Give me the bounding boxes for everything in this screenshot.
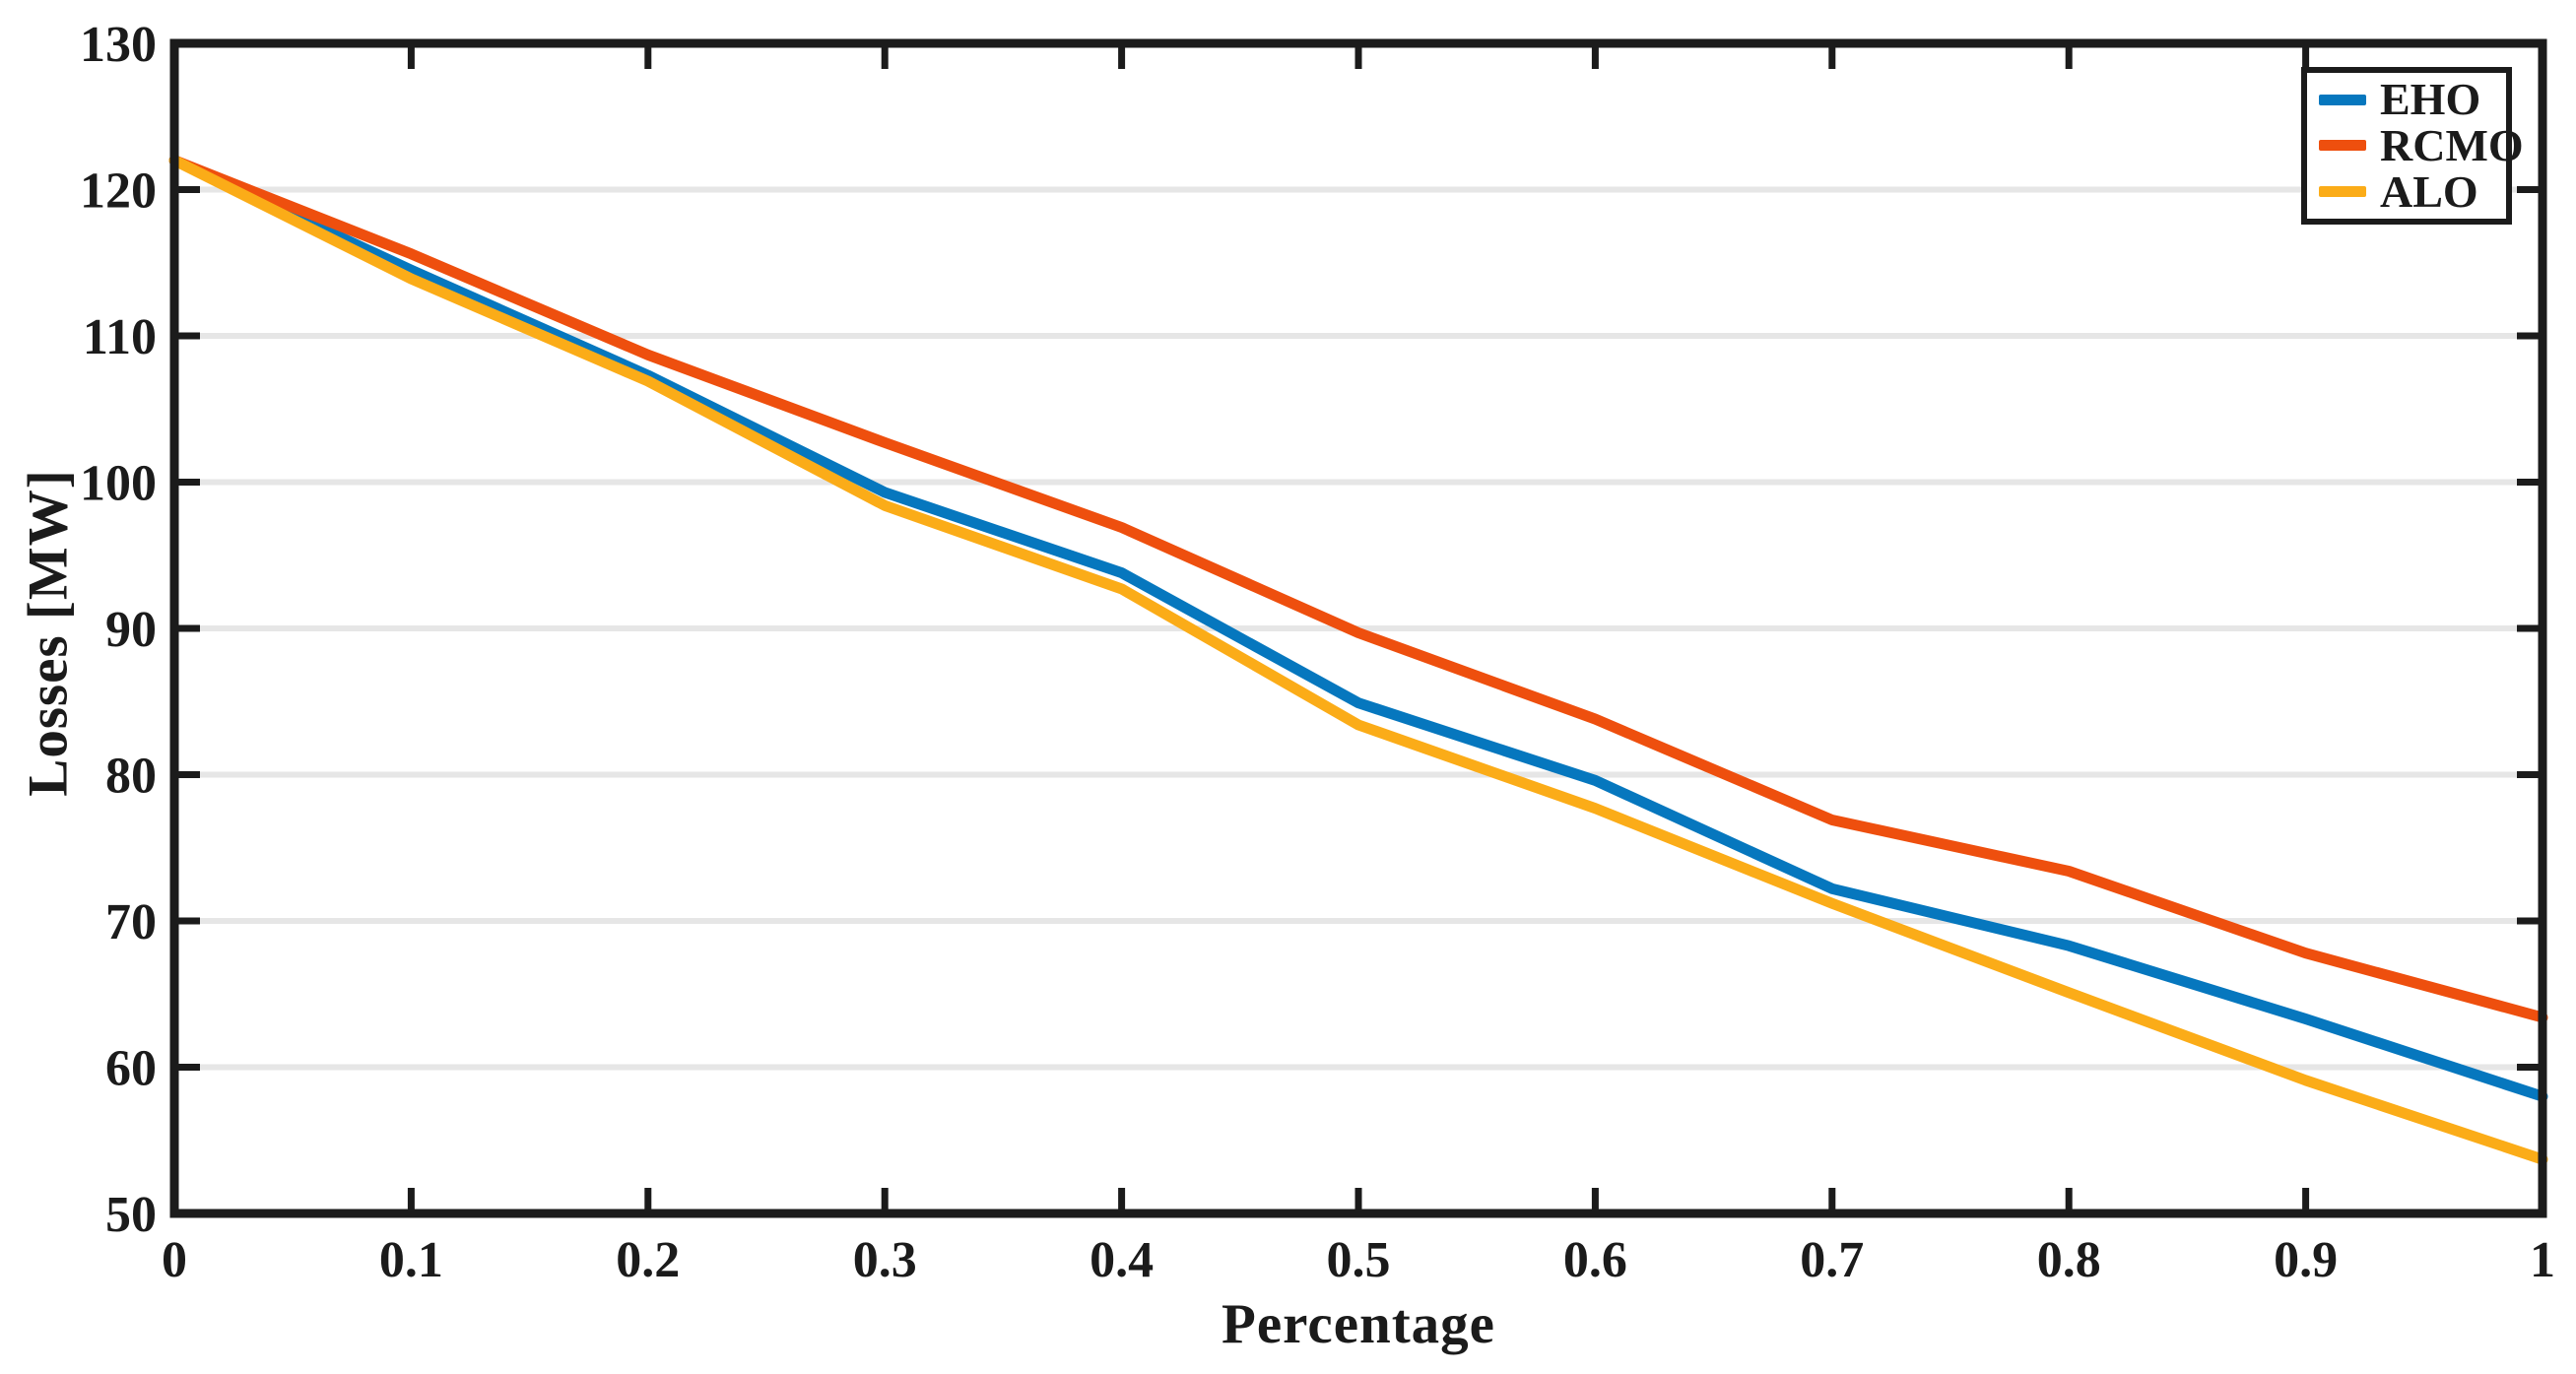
y-tick-label: 130 xyxy=(80,17,157,73)
x-tick-label: 0.7 xyxy=(1800,1232,1864,1288)
legend-label-alo: ALO xyxy=(2380,165,2478,217)
x-tick-label: 0.6 xyxy=(1563,1232,1627,1288)
y-tick-label: 120 xyxy=(80,164,157,220)
x-tick-label: 0.9 xyxy=(2274,1232,2338,1288)
y-axis-label: Losses [MW] xyxy=(17,469,80,797)
legend-line-swatch-eho xyxy=(2319,94,2366,105)
series-line-alo xyxy=(168,155,2548,1165)
x-tick-label: 0.5 xyxy=(1327,1232,1391,1288)
legend-item-alo: ALO xyxy=(2319,165,2496,217)
series-line-rcmo xyxy=(168,155,2548,1023)
legend-line-swatch-alo xyxy=(2319,186,2366,198)
y-tick-label: 100 xyxy=(80,456,157,512)
legend-line-swatch-rcmo xyxy=(2319,140,2366,152)
x-axis-label: Percentage xyxy=(1222,1293,1495,1355)
y-tick-label: 50 xyxy=(105,1187,157,1243)
axes-box xyxy=(169,38,2547,1218)
legend-item-eho: EHO xyxy=(2319,77,2496,122)
legend-label-eho: EHO xyxy=(2380,74,2481,125)
x-tick-label: 0 xyxy=(162,1232,187,1288)
y-tick-label: 70 xyxy=(105,894,157,950)
x-tick-label: 1 xyxy=(2530,1232,2555,1288)
legend-item-rcmo: RCMO xyxy=(2319,122,2524,168)
legend-label-rcmo: RCMO xyxy=(2380,119,2524,170)
legend: EHO RCMO ALO xyxy=(2301,67,2524,225)
x-tick-label: 0.3 xyxy=(853,1232,917,1288)
x-tick-label: 0.1 xyxy=(379,1232,443,1288)
y-tick-label: 90 xyxy=(105,602,157,658)
y-tick-label: 80 xyxy=(105,749,157,805)
y-tick-label: 110 xyxy=(83,309,157,365)
y-tick-label: 60 xyxy=(105,1041,157,1097)
x-tick-label: 0.4 xyxy=(1090,1232,1154,1288)
x-tick-label: 0.2 xyxy=(616,1232,680,1288)
x-tick-label: 0.8 xyxy=(2037,1232,2101,1288)
series-line-eho xyxy=(168,155,2548,1102)
